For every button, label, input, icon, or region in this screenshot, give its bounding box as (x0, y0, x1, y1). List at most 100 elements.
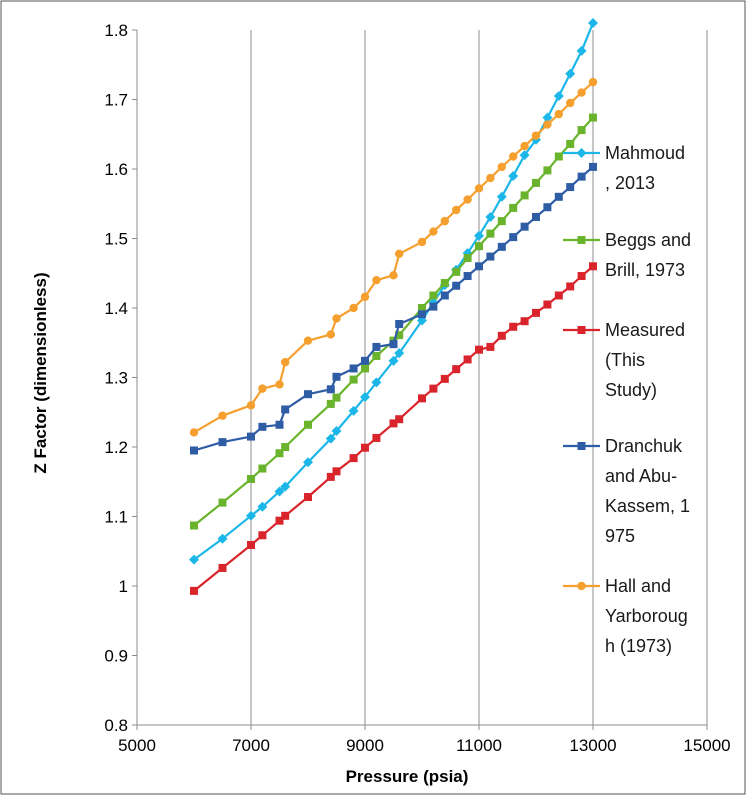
data-point (566, 183, 575, 192)
data-point (577, 88, 586, 97)
data-point (389, 419, 398, 428)
data-point (372, 433, 381, 442)
data-point (388, 355, 399, 366)
data-point (217, 533, 228, 544)
data-point (531, 131, 541, 140)
data-point (463, 272, 472, 281)
data-point (258, 384, 267, 393)
data-point (394, 348, 405, 359)
data-point (372, 351, 381, 360)
data-point (577, 172, 586, 181)
data-point (246, 401, 256, 410)
data-point (566, 282, 575, 291)
data-point (325, 433, 336, 444)
data-point (554, 192, 563, 201)
data-point (395, 319, 404, 328)
data-point (440, 216, 449, 226)
data-point (509, 233, 518, 242)
x-tick-label: 15000 (683, 736, 730, 755)
data-point (190, 586, 198, 595)
data-point (304, 420, 312, 429)
y-tick-label: 1 (119, 577, 128, 596)
data-point (190, 446, 198, 455)
data-point (275, 380, 284, 389)
data-point (274, 486, 285, 497)
legend-marker (577, 236, 586, 244)
data-point (463, 195, 472, 204)
data-point (519, 150, 530, 161)
data-point (429, 302, 438, 311)
data-point (418, 304, 426, 312)
data-point (275, 516, 284, 525)
legend-label: Dranchuk (605, 436, 683, 456)
data-point (589, 162, 597, 171)
data-point (360, 391, 370, 402)
y-axis-title: Z Factor (dimensionless) (31, 272, 50, 473)
data-point (218, 438, 227, 447)
data-point (566, 98, 575, 108)
y-tick-label: 1.2 (104, 438, 128, 457)
data-point (486, 342, 495, 351)
y-tick-label: 1.1 (104, 508, 128, 527)
data-point (326, 472, 335, 481)
data-point (372, 276, 381, 285)
data-point (452, 281, 461, 290)
y-tick-label: 1.5 (104, 230, 128, 249)
data-point (418, 310, 426, 319)
data-point (566, 139, 575, 148)
data-point (577, 126, 586, 135)
data-point (429, 227, 438, 236)
data-point (395, 249, 404, 258)
data-point (532, 178, 540, 187)
data-point (497, 331, 506, 340)
data-point (218, 411, 227, 420)
data-series (189, 18, 598, 595)
data-point (532, 308, 540, 317)
y-tick-label: 0.8 (104, 716, 128, 735)
data-point (554, 291, 563, 300)
data-point (474, 230, 484, 241)
data-point (475, 345, 483, 354)
data-point (246, 510, 256, 521)
legend-label: Kassem, 1 (605, 496, 690, 516)
data-point (326, 385, 335, 394)
data-point (275, 449, 284, 458)
data-point (332, 372, 341, 381)
legend-label: (This (605, 350, 645, 370)
data-point (543, 166, 552, 175)
data-point (349, 303, 358, 313)
data-point (360, 292, 370, 302)
data-point (395, 331, 404, 340)
data-point (509, 203, 518, 212)
data-point (496, 191, 507, 202)
data-point (258, 531, 267, 540)
data-point (554, 109, 563, 119)
x-tick-label: 9000 (346, 736, 384, 755)
data-point (588, 18, 598, 29)
series-group (190, 262, 597, 595)
data-point (520, 222, 529, 231)
data-point (304, 493, 312, 502)
series-group (190, 113, 597, 530)
data-point (429, 384, 438, 393)
x-tick-label: 11000 (456, 736, 502, 755)
data-point (588, 77, 598, 87)
data-point (258, 422, 267, 431)
y-tick-label: 1.3 (104, 369, 128, 388)
legend-label: 975 (605, 526, 635, 546)
data-point (281, 511, 290, 520)
data-point (332, 467, 341, 476)
y-tick-label: 1.8 (104, 21, 128, 40)
data-point (190, 521, 198, 530)
data-point (281, 358, 290, 367)
data-point (281, 405, 290, 414)
legend-label: Beggs and (605, 230, 691, 250)
data-point (485, 211, 496, 222)
data-point (281, 443, 290, 451)
data-point (497, 217, 506, 226)
data-point (189, 554, 199, 565)
data-point (280, 481, 291, 492)
